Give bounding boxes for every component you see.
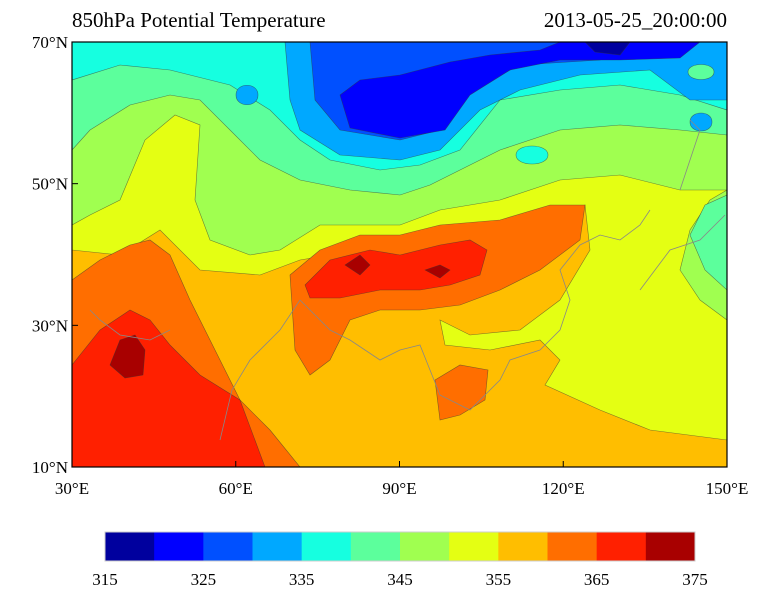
colorbar-swatch (105, 532, 155, 561)
colorbar-swatch (596, 532, 647, 561)
colorbar-swatch (203, 532, 253, 561)
contour-region (235, 84, 259, 106)
colorbar-swatch (301, 532, 352, 561)
colorbar-swatch (449, 532, 499, 561)
lat-tick-label: 50°N (32, 175, 68, 194)
contour-region (689, 112, 713, 132)
colorbar-label: 365 (584, 570, 610, 589)
colorbar-label: 345 (387, 570, 413, 589)
coastlines (89, 119, 726, 441)
colorbar-swatch (154, 532, 204, 561)
lat-tick-label: 70°N (32, 33, 68, 52)
colorbar-label: 375 (682, 570, 708, 589)
colorbar-swatch (645, 532, 696, 561)
colorbar-swatch (498, 532, 548, 561)
colorbar-label: 335 (289, 570, 315, 589)
contour-region (289, 204, 586, 376)
contour-field (72, 42, 727, 467)
lat-tick-label: 10°N (32, 458, 68, 477)
colorbar-swatch (252, 532, 303, 561)
colorbar-swatch (350, 532, 401, 561)
contour-region (424, 264, 451, 279)
contour-region (434, 364, 489, 421)
contour-region (109, 334, 146, 379)
colorbar-label: 325 (191, 570, 217, 589)
colorbar-frame (104, 531, 696, 562)
plot-datetime: 2013-05-25_20:00:00 (543, 8, 727, 32)
contour-region (304, 239, 488, 299)
map-axes: 30°E 60°E 90°E 120°E 150°E 10°N 30°N 50°N 70°N (32, 33, 748, 498)
colorbar-label: 315 (92, 570, 118, 589)
lon-tick-label: 60°E (219, 479, 253, 498)
contour-region (687, 64, 715, 80)
contour-region (339, 42, 701, 139)
lat-tick-label: 30°N (32, 316, 68, 335)
plot-title: 850hPa Potential Temperature (72, 8, 326, 32)
lon-tick-label: 150°E (706, 479, 749, 498)
contour-region (344, 254, 371, 276)
colorbar: 315 325 335 345 355 365 375 (92, 531, 708, 589)
colorbar-label: 355 (486, 570, 512, 589)
colorbar-swatch (400, 532, 450, 561)
contour-region (515, 145, 549, 165)
lon-tick-label: 30°E (55, 479, 89, 498)
colorbar-swatch (547, 532, 598, 561)
lon-tick-label: 120°E (542, 479, 585, 498)
lon-tick-label: 90°E (382, 479, 416, 498)
contour-region (584, 42, 631, 56)
